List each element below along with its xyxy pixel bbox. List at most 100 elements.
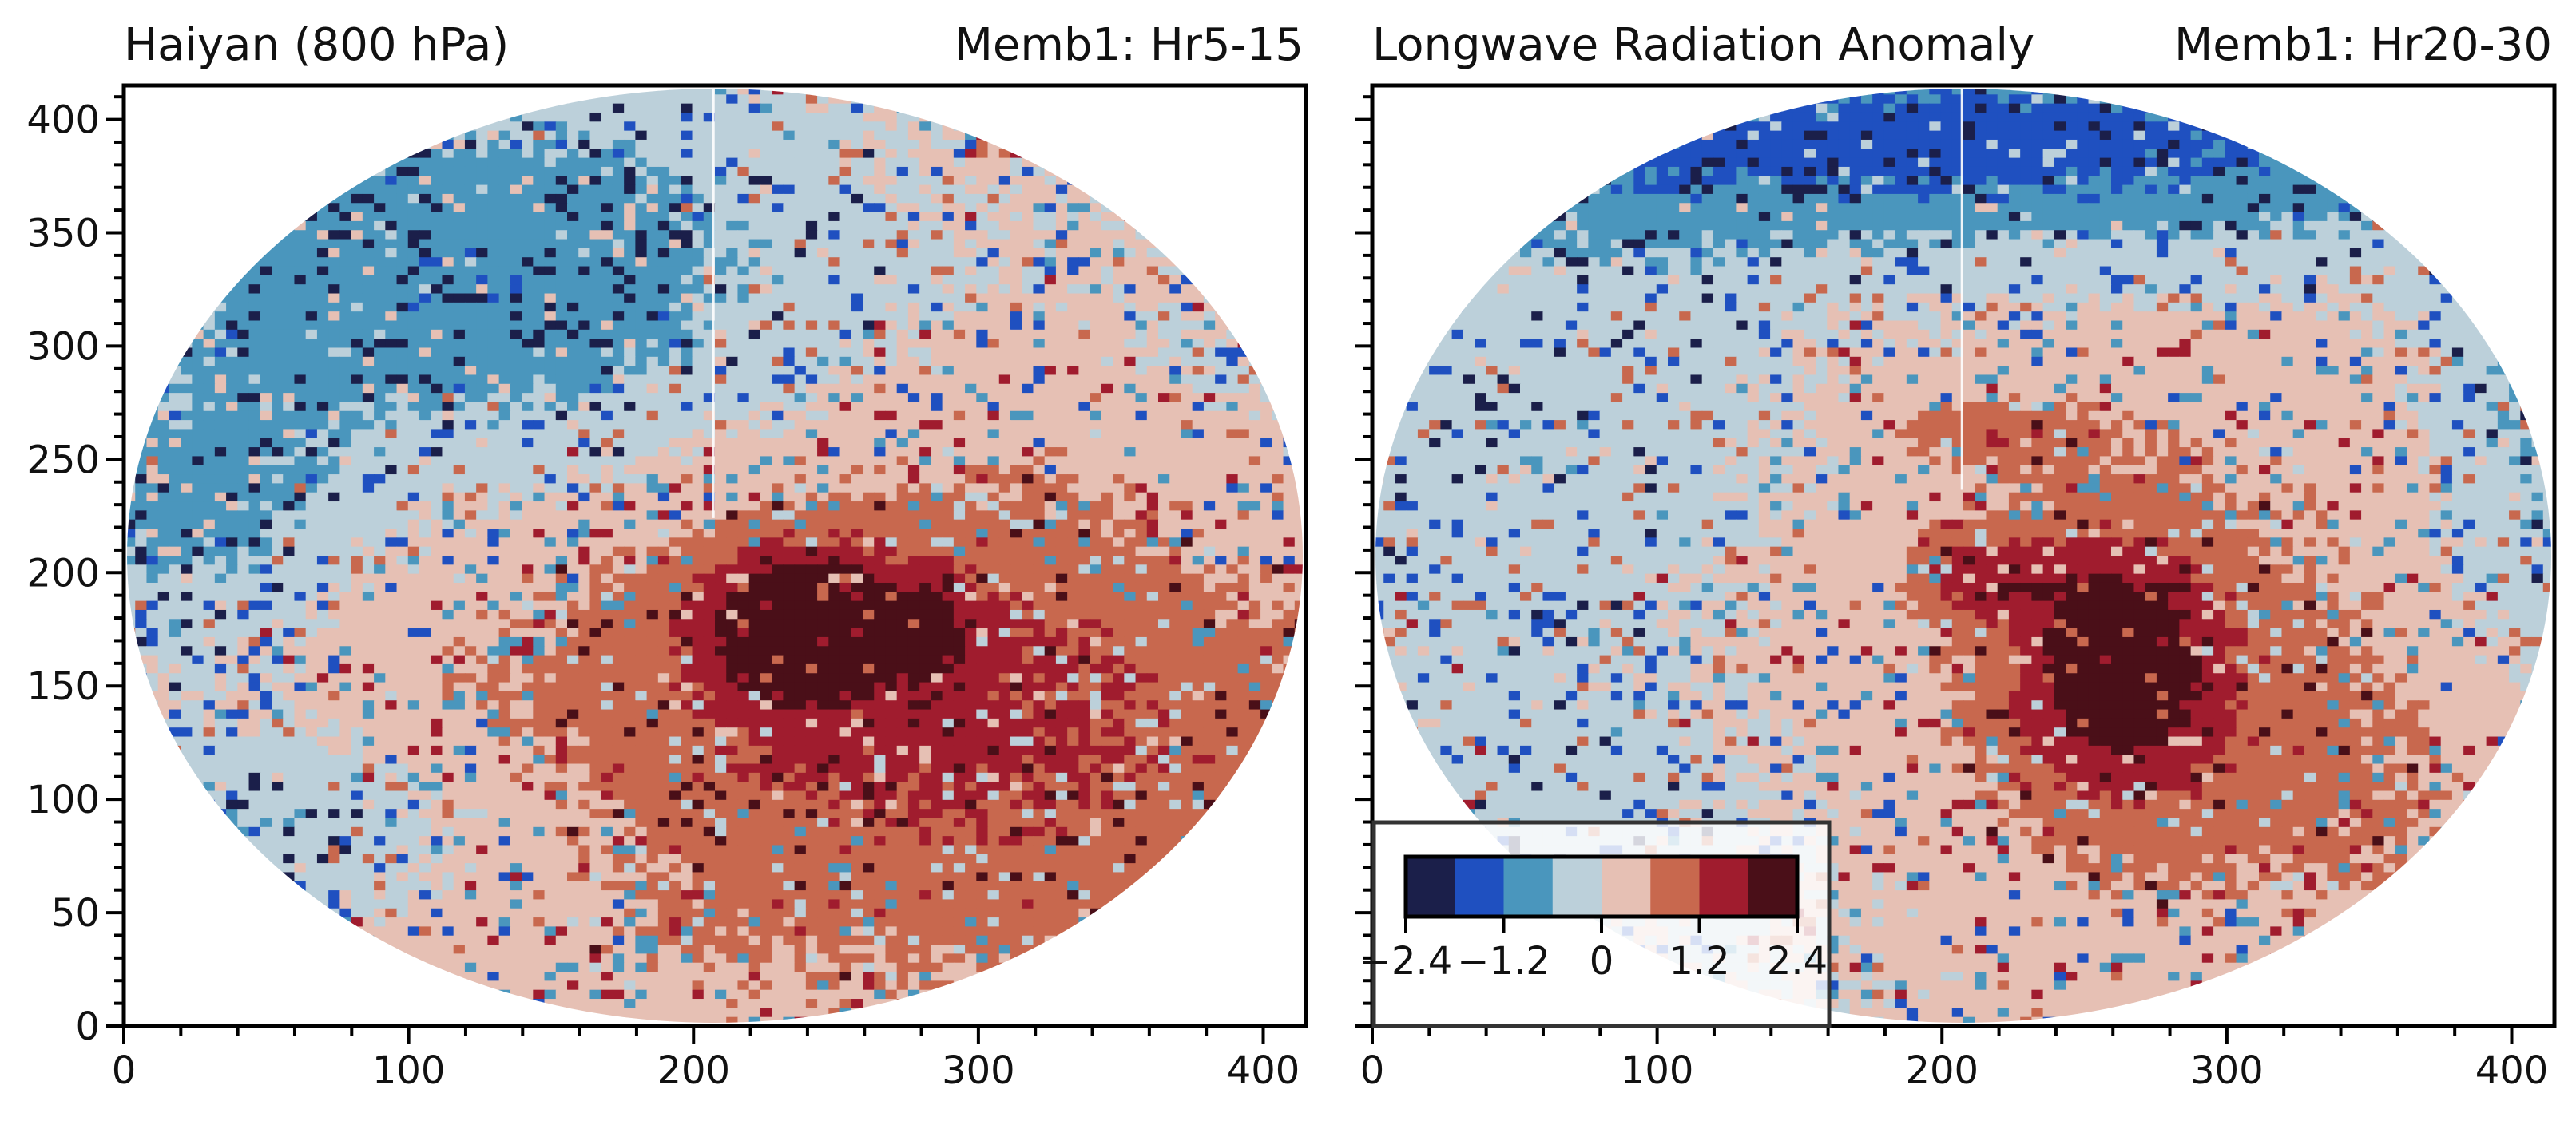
heatmap-cell (544, 420, 557, 430)
heatmap-cell (885, 203, 898, 213)
heatmap-cell (692, 410, 705, 421)
heatmap-cell (976, 275, 989, 285)
heatmap-cell (1022, 546, 1034, 557)
heatmap-cell (1033, 157, 1046, 168)
heatmap-cell (612, 149, 625, 159)
heatmap-cell (498, 582, 511, 592)
heatmap-cell (453, 573, 466, 584)
heatmap-cell (294, 220, 307, 231)
heatmap-cell (987, 149, 1000, 159)
heatmap-cell (612, 176, 625, 186)
heatmap-cell (169, 592, 181, 602)
heatmap-cell (1283, 582, 1296, 592)
heatmap-cell (127, 592, 136, 602)
heatmap-cell (328, 329, 340, 339)
heatmap-cell (624, 94, 636, 105)
heatmap-cell (1078, 230, 1091, 240)
heatmap-cell (487, 556, 500, 565)
heatmap-cell (487, 366, 500, 376)
heatmap-cell (419, 239, 431, 249)
heatmap-cell (1248, 447, 1261, 458)
heatmap-cell (431, 510, 443, 521)
heatmap-cell (726, 176, 739, 186)
heatmap-cell (737, 284, 750, 295)
heatmap-cell (522, 139, 534, 149)
heatmap-cell (305, 483, 318, 493)
heatmap-cell (305, 329, 318, 339)
heatmap-cell (555, 266, 568, 276)
heatmap-cell (464, 329, 477, 339)
heatmap-cell (1135, 592, 1148, 602)
heatmap-cell (374, 420, 386, 430)
heatmap-cell (498, 393, 511, 403)
heatmap-cell (453, 374, 466, 385)
heatmap-cell (953, 510, 966, 521)
heatmap-cell (919, 383, 931, 394)
heatmap-cell (1055, 184, 1068, 195)
heatmap-cell (624, 356, 636, 366)
heatmap-cell (817, 438, 829, 448)
heatmap-cell (817, 121, 829, 132)
heatmap-cell (851, 257, 863, 267)
heatmap-cell (203, 402, 216, 412)
heatmap-cell (555, 203, 568, 213)
heatmap-cell (987, 383, 1000, 394)
heatmap-cell (635, 266, 648, 276)
heatmap-cell (522, 582, 534, 592)
heatmap-cell (737, 149, 750, 159)
heatmap-cell (1158, 501, 1170, 511)
heatmap-cell (1101, 546, 1113, 557)
heatmap-cell (351, 393, 363, 403)
heatmap-cell (522, 492, 534, 502)
heatmap-cell (1022, 356, 1034, 366)
heatmap-cell (874, 130, 887, 141)
heatmap-cell (396, 420, 409, 430)
heatmap-cell (351, 176, 363, 186)
heatmap-cell (1055, 483, 1068, 493)
heatmap-cell (783, 193, 796, 204)
heatmap-cell (339, 582, 352, 592)
heatmap-cell (555, 257, 568, 267)
heatmap-cell (681, 347, 693, 358)
heatmap-cell (657, 329, 670, 339)
heatmap-cell (1158, 483, 1170, 493)
heatmap-cell (351, 266, 363, 276)
heatmap-cell (885, 510, 898, 521)
heatmap-cell (953, 220, 966, 231)
heatmap-cell (1101, 483, 1113, 493)
heatmap-cell (1192, 284, 1205, 295)
heatmap-cell (1181, 456, 1193, 466)
heatmap-cell (1248, 366, 1261, 376)
heatmap-cell (998, 284, 1011, 295)
heatmap-cell (794, 383, 807, 394)
heatmap-cell (669, 438, 681, 448)
heatmap-cell (783, 492, 796, 502)
heatmap-cell (863, 501, 875, 511)
heatmap-cell (203, 447, 216, 458)
heatmap-cell (1135, 582, 1148, 592)
heatmap-cell (362, 266, 375, 276)
heatmap-cell (760, 230, 772, 240)
heatmap-cell (510, 266, 522, 276)
heatmap-cell (203, 329, 216, 339)
heatmap-cell (783, 212, 796, 222)
heatmap-cell (498, 465, 511, 475)
heatmap-cell (635, 347, 648, 358)
heatmap-cell (578, 556, 591, 565)
heatmap-cell (931, 320, 943, 331)
heatmap-cell (431, 529, 443, 538)
heatmap-cell (748, 284, 761, 295)
heatmap-cell (1090, 366, 1102, 376)
heatmap-cell (1237, 447, 1250, 458)
heatmap-cell (703, 447, 716, 458)
heatmap-cell (1203, 546, 1216, 557)
heatmap-cell (237, 393, 250, 403)
heatmap-cell (1078, 239, 1091, 249)
heatmap-cell (328, 393, 340, 403)
heatmap-cell (965, 519, 977, 529)
heatmap-cell (1113, 510, 1125, 521)
heatmap-cell (839, 121, 852, 132)
heatmap-cell (589, 374, 602, 385)
heatmap-cell (1033, 284, 1046, 295)
heatmap-cell (976, 438, 989, 448)
